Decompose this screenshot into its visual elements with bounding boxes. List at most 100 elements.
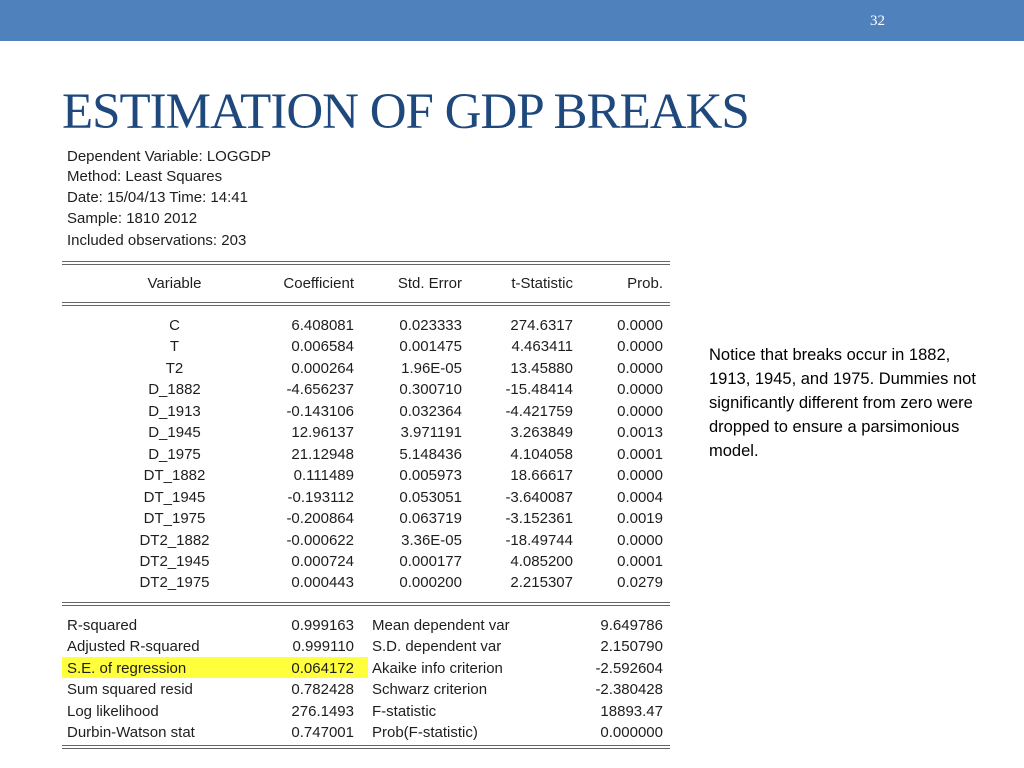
stat-label: Adjusted R-squared — [67, 638, 200, 656]
coefficient-value: -0.000622 — [286, 531, 354, 549]
t-statistic-value: -15.48414 — [505, 381, 573, 399]
slide-number: 32 — [870, 13, 885, 29]
stat-value: 0.782428 — [291, 681, 354, 699]
table-rule — [62, 264, 670, 265]
t-statistic-value: 4.463411 — [511, 338, 573, 356]
table-rule — [62, 745, 670, 746]
std-error-value: 3.971191 — [400, 424, 462, 442]
stat-value: -2.592604 — [595, 659, 663, 677]
output-header-line: Date: 15/04/13 Time: 14:41 — [67, 189, 248, 206]
variable-name: DT_1975 — [143, 510, 206, 528]
stat-label: Sum squared resid — [67, 681, 193, 699]
std-error-value: 0.000200 — [399, 574, 462, 592]
coefficient-value: 0.000443 — [291, 574, 354, 592]
std-error-value: 0.053051 — [399, 488, 462, 506]
prob-value: 0.0000 — [617, 402, 663, 420]
std-error-value: 3.36E-05 — [401, 531, 462, 549]
stat-label: F-statistic — [372, 702, 437, 720]
column-header: Coefficient — [283, 275, 354, 292]
coefficient-value: 21.12948 — [291, 445, 354, 463]
top-bar: 32 — [0, 0, 1024, 41]
coefficient-value: 0.000264 — [291, 359, 354, 377]
table-rule — [62, 605, 670, 606]
t-statistic-value: 2.215307 — [510, 574, 573, 592]
prob-value: 0.0000 — [617, 317, 663, 334]
t-statistic-value: 3.263849 — [510, 424, 573, 442]
output-header-line: Method: Least Squares — [67, 168, 223, 185]
column-header: Std. Error — [397, 275, 462, 292]
stat-label: Schwarz criterion — [372, 681, 488, 699]
column-header: Prob. — [627, 275, 663, 292]
variable-name: DT_1882 — [143, 467, 206, 485]
stat-value: -2.380428 — [595, 681, 663, 699]
std-error-value: 1.96E-05 — [401, 359, 462, 377]
coefficient-value: 0.006584 — [291, 338, 354, 356]
stat-label: Mean dependent var — [372, 617, 510, 634]
prob-value: 0.0000 — [617, 531, 663, 549]
prob-value: 0.0000 — [617, 381, 663, 399]
table-rule — [62, 302, 670, 303]
stat-value: 0.999163 — [291, 617, 354, 634]
prob-value: 0.0004 — [617, 488, 663, 506]
prob-value: 0.0000 — [617, 467, 663, 485]
std-error-value: 0.000177 — [399, 552, 462, 570]
prob-value: 0.0000 — [617, 338, 663, 356]
stat-value: 9.649786 — [600, 617, 663, 634]
std-error-value: 0.023333 — [399, 317, 462, 334]
t-statistic-value: 274.6317 — [510, 317, 573, 334]
variable-name: DT_1945 — [143, 488, 206, 506]
variable-name: D_1913 — [148, 402, 201, 420]
output-header-line: Included observations: 203 — [67, 232, 247, 249]
t-statistic-value: 4.085200 — [510, 552, 573, 570]
prob-value: 0.0279 — [617, 574, 663, 592]
stat-label: R-squared — [67, 617, 138, 634]
output-header-line: Sample: 1810 2012 — [67, 210, 198, 227]
variable-name: DT2_1945 — [139, 552, 210, 570]
stat-label: S.E. of regression — [67, 659, 187, 677]
prob-value: 0.0001 — [617, 552, 663, 570]
t-statistic-value: -3.152361 — [505, 510, 573, 528]
t-statistic-value: -3.640087 — [505, 488, 573, 506]
coefficient-value: 0.111489 — [293, 467, 354, 485]
coefficient-value: 0.000724 — [291, 552, 354, 570]
stat-value: 18893.47 — [600, 702, 663, 720]
coefficient-value: -0.200864 — [286, 510, 354, 528]
prob-value: 0.0000 — [617, 359, 663, 377]
stat-value: 0.000000 — [600, 724, 663, 742]
stat-label: Akaike info criterion — [372, 659, 503, 677]
std-error-value: 0.063719 — [399, 510, 462, 528]
t-statistic-value: 4.104058 — [510, 445, 573, 463]
table-rule — [62, 305, 670, 306]
coefficient-value: 6.408081 — [291, 317, 354, 334]
side-note: Notice that breaks occur in 1882, 1913, … — [709, 346, 976, 460]
std-error-value: 0.001475 — [399, 338, 462, 356]
table-rule — [62, 748, 670, 749]
stat-label: Log likelihood — [67, 702, 159, 720]
variable-name: DT2_1975 — [139, 574, 210, 592]
variable-name: D_1882 — [148, 381, 201, 399]
std-error-value: 0.300710 — [399, 381, 462, 399]
std-error-value: 0.032364 — [399, 402, 462, 420]
slide-title: ESTIMATION OF GDP BREAKS — [62, 84, 750, 140]
stat-value: 0.747001 — [291, 724, 354, 742]
variable-name: DT2_1882 — [139, 531, 210, 549]
coefficient-value: -0.143106 — [286, 402, 354, 420]
stat-value: 276.1493 — [291, 702, 354, 720]
std-error-value: 0.005973 — [399, 467, 462, 485]
coefficient-value: 12.96137 — [291, 424, 354, 442]
stat-value: 0.064172 — [291, 659, 354, 677]
output-header-line: Dependent Variable: LOGGDP — [67, 148, 272, 165]
t-statistic-value: -4.421759 — [505, 402, 573, 420]
stat-value: 0.999110 — [292, 638, 354, 656]
variable-name: T2 — [165, 359, 184, 377]
t-statistic-value: 13.45880 — [510, 359, 573, 377]
variable-name: T — [169, 338, 180, 356]
column-header: t-Statistic — [511, 275, 573, 292]
prob-value: 0.0013 — [617, 424, 663, 442]
stat-label: Prob(F-statistic) — [372, 724, 478, 742]
regression-output: Dependent Variable: LOGGDP Method: Least… — [62, 145, 676, 765]
column-header: Variable — [147, 275, 202, 292]
variable-name: C — [169, 317, 180, 334]
coefficient-value: -4.656237 — [286, 381, 354, 399]
table-rule — [62, 261, 670, 262]
